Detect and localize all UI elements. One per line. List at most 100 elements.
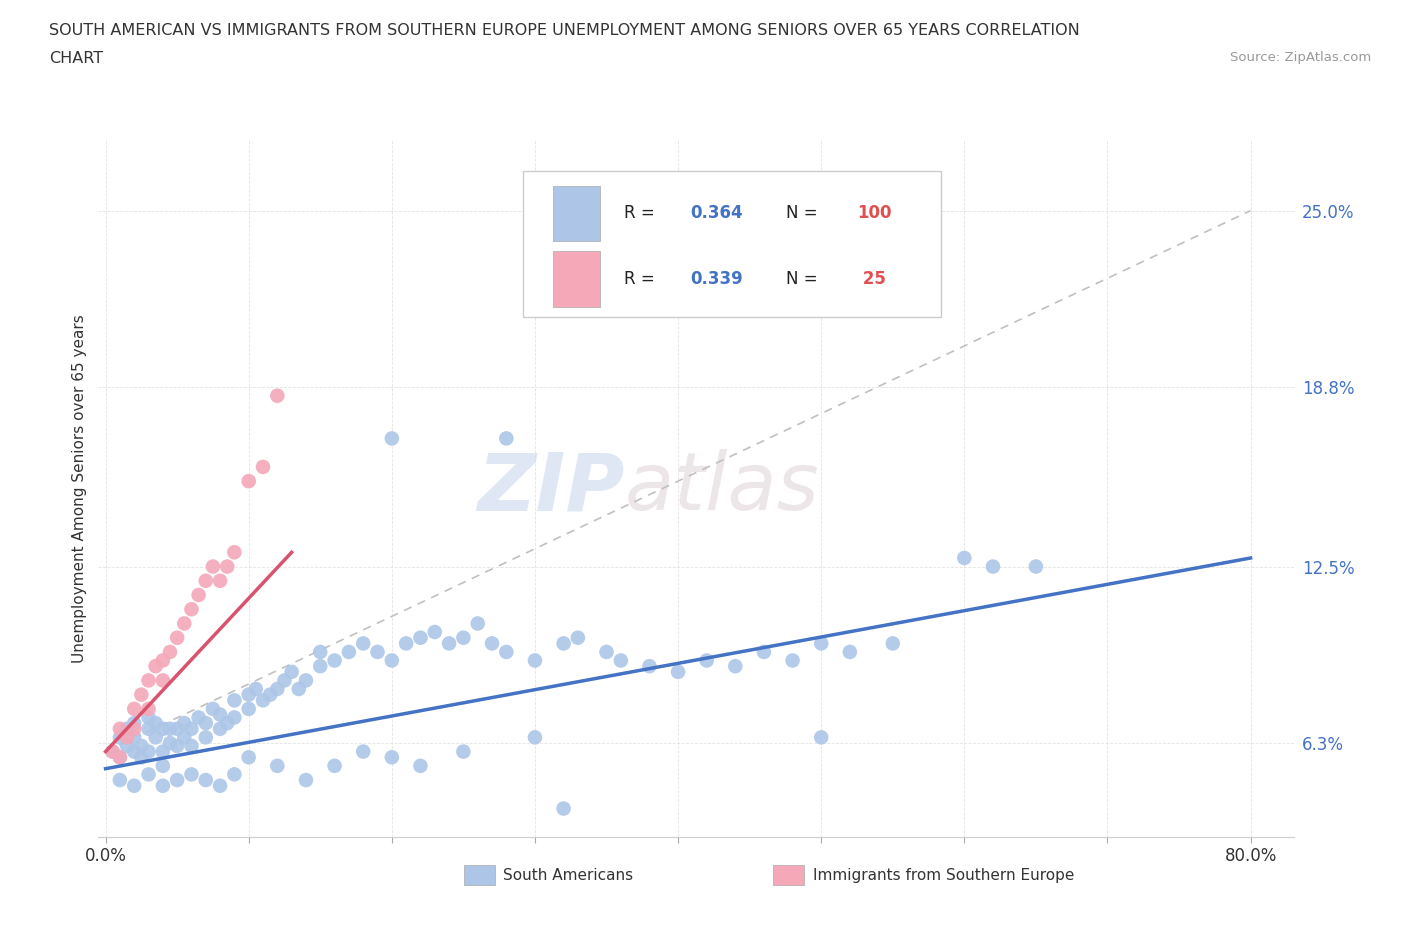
Text: N =: N = bbox=[786, 270, 823, 288]
Point bbox=[180, 602, 202, 617]
Point bbox=[595, 288, 617, 303]
Point bbox=[194, 730, 217, 745]
Point bbox=[138, 744, 160, 759]
Point bbox=[115, 722, 138, 737]
Point bbox=[323, 653, 346, 668]
Point bbox=[567, 631, 589, 645]
Text: 0.364: 0.364 bbox=[690, 205, 742, 222]
Point bbox=[467, 616, 489, 631]
Point bbox=[194, 716, 217, 731]
Point bbox=[108, 722, 131, 737]
Point bbox=[152, 758, 174, 773]
Point bbox=[266, 758, 288, 773]
Point bbox=[115, 730, 138, 745]
Point bbox=[238, 687, 260, 702]
Point bbox=[610, 653, 633, 668]
Point bbox=[209, 573, 232, 588]
Point bbox=[495, 644, 517, 659]
Point bbox=[173, 730, 195, 745]
Point bbox=[252, 693, 274, 708]
Point bbox=[209, 778, 232, 793]
Point bbox=[323, 758, 346, 773]
Point bbox=[238, 701, 260, 716]
Point bbox=[145, 716, 167, 731]
Point bbox=[145, 658, 167, 673]
Bar bbox=[553, 251, 600, 307]
Point bbox=[194, 773, 217, 788]
Point bbox=[423, 625, 446, 640]
Text: Source: ZipAtlas.com: Source: ZipAtlas.com bbox=[1230, 51, 1371, 64]
Point bbox=[666, 664, 689, 679]
Point bbox=[131, 750, 153, 764]
Point bbox=[217, 716, 239, 731]
Point bbox=[138, 722, 160, 737]
Point bbox=[838, 644, 860, 659]
Point bbox=[166, 738, 188, 753]
Point bbox=[108, 730, 131, 745]
Point bbox=[166, 722, 188, 737]
Point bbox=[122, 744, 145, 759]
Point bbox=[101, 744, 124, 759]
Point bbox=[152, 722, 174, 737]
Point bbox=[152, 673, 174, 688]
Point bbox=[217, 559, 239, 574]
Text: CHART: CHART bbox=[49, 51, 103, 66]
Point bbox=[138, 673, 160, 688]
Point bbox=[201, 701, 224, 716]
Point bbox=[201, 559, 224, 574]
Point bbox=[180, 738, 202, 753]
Point bbox=[752, 644, 775, 659]
Point bbox=[108, 750, 131, 764]
Point bbox=[553, 636, 575, 651]
Point bbox=[381, 750, 404, 764]
Point bbox=[187, 710, 209, 724]
Point bbox=[266, 682, 288, 697]
Point bbox=[187, 588, 209, 603]
Point bbox=[224, 693, 246, 708]
Point bbox=[309, 644, 332, 659]
Point bbox=[953, 551, 976, 565]
Point bbox=[309, 658, 332, 673]
Point bbox=[266, 389, 288, 404]
Point bbox=[724, 658, 747, 673]
Point bbox=[252, 459, 274, 474]
Point bbox=[381, 431, 404, 445]
Point bbox=[224, 545, 246, 560]
Point bbox=[696, 653, 718, 668]
Text: SOUTH AMERICAN VS IMMIGRANTS FROM SOUTHERN EUROPE UNEMPLOYMENT AMONG SENIORS OVE: SOUTH AMERICAN VS IMMIGRANTS FROM SOUTHE… bbox=[49, 23, 1080, 38]
Point bbox=[295, 773, 318, 788]
Point bbox=[209, 722, 232, 737]
Text: South Americans: South Americans bbox=[503, 868, 634, 883]
Point bbox=[173, 716, 195, 731]
Point bbox=[782, 653, 804, 668]
Point bbox=[209, 707, 232, 722]
Point bbox=[101, 744, 124, 759]
Point bbox=[180, 722, 202, 737]
Point bbox=[173, 616, 195, 631]
Point bbox=[481, 636, 503, 651]
Point bbox=[810, 636, 832, 651]
FancyBboxPatch shape bbox=[523, 171, 941, 317]
Point bbox=[152, 744, 174, 759]
Point bbox=[295, 673, 318, 688]
Point bbox=[352, 636, 374, 651]
Point bbox=[194, 573, 217, 588]
Point bbox=[409, 758, 432, 773]
Point bbox=[122, 701, 145, 716]
Text: atlas: atlas bbox=[624, 449, 820, 527]
Point bbox=[108, 773, 131, 788]
Point bbox=[288, 682, 311, 697]
Point bbox=[273, 673, 295, 688]
Point bbox=[152, 653, 174, 668]
Point bbox=[138, 767, 160, 782]
Point bbox=[523, 730, 546, 745]
Point bbox=[595, 644, 617, 659]
Text: 25: 25 bbox=[858, 270, 886, 288]
Point bbox=[238, 750, 260, 764]
Point bbox=[1025, 559, 1047, 574]
Point bbox=[122, 730, 145, 745]
Point bbox=[138, 701, 160, 716]
Point bbox=[453, 631, 475, 645]
Point bbox=[166, 631, 188, 645]
Point bbox=[224, 767, 246, 782]
